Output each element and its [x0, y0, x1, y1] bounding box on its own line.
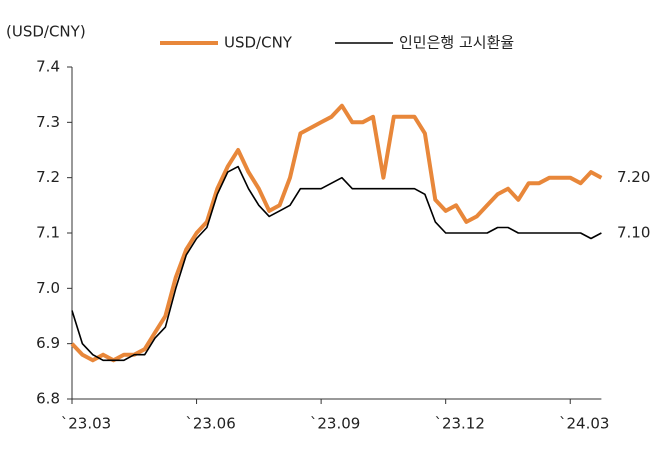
y-tick-label: 6.8	[36, 390, 60, 408]
y-axis-label: (USD/CNY)	[6, 23, 86, 41]
series-line	[70, 103, 603, 363]
y-tick-label: 7.3	[36, 113, 60, 131]
y-tick-label: 7.2	[36, 168, 60, 186]
x-tick-label: `23.03	[61, 415, 111, 433]
legend-label: USD/CNY	[224, 34, 293, 52]
x-tick-label: `23.12	[434, 415, 484, 433]
legend-label: 인민은행 고시환율	[399, 34, 514, 52]
series-line	[71, 165, 602, 362]
y-tick-label: 7.1	[36, 224, 60, 242]
y-tick-label: 7.0	[36, 279, 60, 297]
x-tick-label: `23.06	[185, 415, 235, 433]
x-tick-label: `24.03	[559, 415, 609, 433]
end-label: 7.20	[617, 168, 650, 186]
end-label: 7.10	[617, 224, 650, 242]
y-tick-label: 6.9	[36, 334, 60, 352]
x-tick-label: `23.09	[310, 415, 360, 433]
y-tick-label: 7.4	[36, 58, 60, 76]
